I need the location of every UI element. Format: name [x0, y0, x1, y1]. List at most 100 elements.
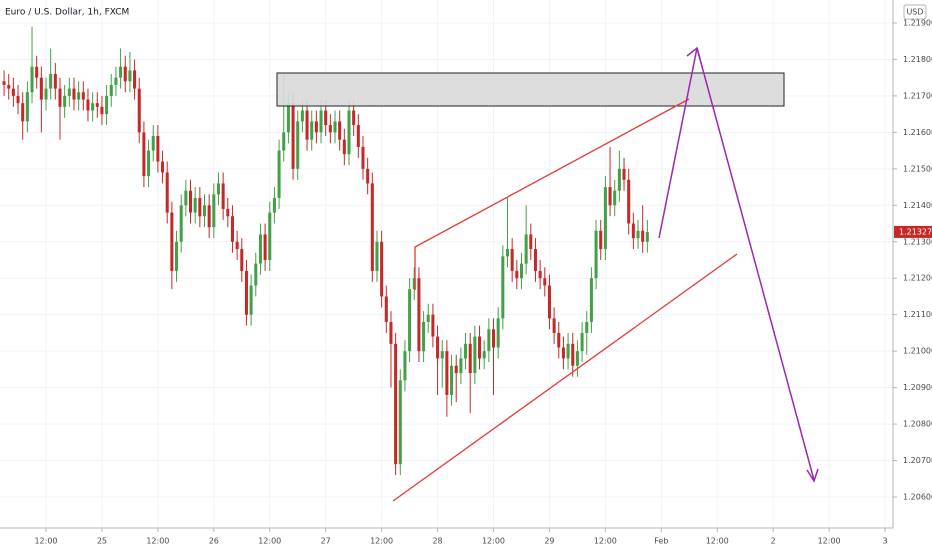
candle-body [226, 208, 230, 217]
candle-body [221, 183, 225, 209]
candle-body [412, 278, 416, 290]
candle-body [599, 230, 603, 250]
x-tick-label: 12:00 [818, 537, 841, 546]
x-tick-label: 12:00 [370, 537, 393, 546]
candle-body [254, 263, 258, 286]
y-tick-label: 1.20800 [903, 420, 932, 429]
candle-body [589, 278, 593, 322]
candle-body [543, 278, 547, 286]
currency-box [903, 4, 927, 20]
candle-body [147, 150, 151, 177]
candle-body [440, 351, 444, 359]
candle-body [370, 183, 374, 271]
chart-title: Euro / U.S. Dollar, 1h, FXCM [5, 8, 129, 18]
candle-body [636, 230, 640, 239]
candle-body [366, 168, 370, 184]
candle-body [44, 88, 48, 100]
candle-body [384, 296, 388, 322]
x-tick-label: 12:00 [34, 537, 57, 546]
resistance-zone [276, 72, 785, 107]
candle-body [445, 351, 449, 395]
candle-body [72, 88, 76, 100]
candle-body [300, 110, 304, 122]
candle-body [184, 190, 188, 206]
candle-body [216, 183, 220, 195]
candle-body [49, 74, 53, 89]
candle-body [11, 88, 15, 96]
candle-body [7, 84, 11, 89]
candle-body [16, 95, 20, 104]
candle-body [468, 343, 472, 374]
axes: 1.21900 1.21800 1.21700 1.21600 1.21500 1.214… [34, 18, 932, 546]
candle-body [161, 161, 165, 173]
candle-body [137, 88, 141, 133]
candle-body [473, 336, 477, 374]
x-tick-label: 12:00 [594, 537, 617, 546]
candles [2, 26, 649, 476]
x-tick-label: 12:00 [482, 537, 505, 546]
candle-body [170, 212, 174, 271]
candle-body [286, 103, 290, 133]
candle-body [282, 132, 286, 151]
y-tick-label: 1.20900 [903, 383, 932, 392]
candle-body [342, 139, 346, 155]
candle-body [603, 187, 607, 250]
candle-body [641, 230, 645, 242]
candle-body [510, 249, 514, 271]
candle-body [538, 270, 542, 279]
candle-body [515, 270, 519, 279]
candle-body [491, 329, 496, 348]
candle-body [613, 190, 617, 206]
candle-body [291, 103, 295, 169]
candle-body [109, 84, 113, 96]
candle-body [487, 329, 491, 352]
candle-body [133, 70, 137, 89]
candle-body [230, 216, 234, 242]
candle-body [594, 230, 598, 279]
y-tick-label: 1.21400 [903, 201, 932, 210]
candle-body [324, 110, 328, 126]
candle-body [519, 263, 523, 279]
candle-body [105, 95, 109, 115]
last-price-box [894, 225, 932, 238]
candle-body [67, 88, 71, 96]
candle-body [244, 270, 248, 315]
candle-body [30, 66, 34, 93]
y-tick-label: 1.21000 [903, 347, 932, 356]
candle-body [529, 234, 533, 250]
y-tick-label: 1.21900 [903, 18, 932, 27]
x-tick-label: 25 [97, 537, 107, 546]
candle-body [188, 190, 193, 213]
candle-body [296, 121, 300, 169]
candle-body [631, 223, 635, 239]
candle-body [328, 125, 332, 133]
last-price-label: 1.21327 [899, 227, 932, 236]
candle-body [333, 121, 337, 133]
candle-body [394, 343, 398, 465]
candle-body [319, 110, 323, 133]
candle-body [151, 136, 155, 151]
candle-body [389, 321, 393, 344]
candle-body [258, 234, 262, 264]
candle-body [2, 81, 6, 85]
candle-body [361, 146, 365, 169]
y-tick-label: 1.21300 [903, 237, 932, 246]
currency-label: USD [906, 8, 923, 17]
candle-body [310, 121, 314, 140]
x-tick-label: 12:00 [146, 537, 169, 546]
candle-body [202, 205, 207, 217]
arrow-head [806, 468, 819, 483]
candle-body [156, 136, 160, 162]
candle-body [277, 150, 281, 198]
candle-body [422, 321, 426, 352]
x-tick-label: 28 [432, 537, 442, 546]
candle-body [305, 110, 309, 140]
candle-body [403, 351, 407, 381]
candle-body [436, 336, 440, 359]
x-tick-label: 26 [209, 537, 219, 546]
candle-body [240, 249, 244, 271]
candle-body [552, 318, 556, 333]
candle-body [547, 285, 551, 319]
candle-body [235, 241, 239, 250]
